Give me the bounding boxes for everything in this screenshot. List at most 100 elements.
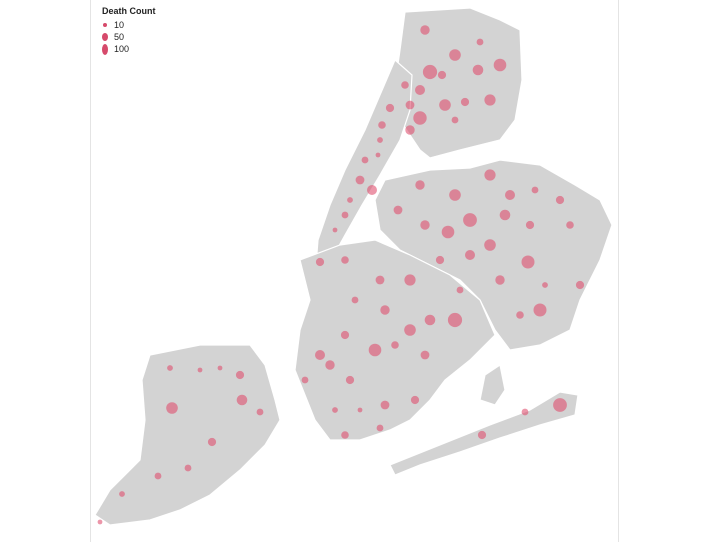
death-count-bubble	[375, 152, 381, 158]
death-count-bubble	[368, 343, 382, 357]
death-count-bubble	[367, 185, 377, 195]
jamaica-bay-island	[479, 364, 506, 406]
death-count-bubble	[97, 519, 103, 525]
death-count-bubble	[375, 275, 385, 285]
death-count-bubble	[119, 491, 125, 497]
death-count-bubble	[413, 111, 427, 125]
death-count-bubble	[377, 137, 383, 143]
death-count-bubble	[575, 280, 585, 290]
death-count-bubble	[456, 286, 464, 294]
death-count-bubble	[197, 367, 203, 373]
death-count-bubble	[533, 303, 547, 317]
death-count-bubble	[493, 58, 507, 72]
death-count-bubble	[435, 255, 445, 265]
death-count-bubble	[167, 365, 173, 371]
legend-title: Death Count	[102, 6, 156, 16]
death-count-bubble	[449, 49, 461, 61]
death-count-bubble	[484, 169, 496, 181]
death-count-bubble	[439, 99, 451, 111]
death-count-bubble	[184, 464, 192, 472]
death-count-bubble	[347, 197, 353, 203]
death-count-bubble	[401, 81, 409, 89]
legend-entry-10: 10	[102, 19, 156, 31]
legend-entry-50: 50	[102, 31, 156, 43]
death-count-bubble	[499, 209, 511, 221]
death-count-bubble	[410, 395, 420, 405]
death-count-bubble	[553, 398, 567, 412]
left-frame-line	[90, 0, 91, 542]
death-count-bubble	[341, 256, 349, 264]
death-count-bubble	[217, 365, 223, 371]
right-frame-line	[618, 0, 619, 542]
death-count-bubble	[447, 312, 463, 328]
death-count-bubble	[484, 239, 496, 251]
death-count-bubble	[385, 103, 395, 113]
death-count-bubble	[391, 341, 399, 349]
death-count-bubble	[235, 370, 245, 380]
death-count-bubble	[420, 25, 430, 35]
death-count-bubble	[415, 85, 425, 95]
death-count-bubble	[332, 227, 338, 233]
death-count-bubble	[154, 472, 162, 480]
death-count-bubble	[405, 125, 415, 135]
borough-bronx	[394, 7, 523, 159]
death-count-bubble	[357, 407, 363, 413]
death-count-bubble	[376, 424, 384, 432]
death-count-bubble	[405, 100, 415, 110]
death-count-bubble	[437, 70, 447, 80]
death-count-bubble	[441, 225, 455, 239]
death-count-bubble	[449, 189, 461, 201]
death-count-bubble	[315, 257, 325, 267]
death-count-bubble	[351, 296, 359, 304]
death-count-bubble	[505, 190, 515, 200]
death-count-bubble	[516, 311, 524, 319]
death-count-bubble	[236, 394, 248, 406]
death-count-bubble	[521, 408, 529, 416]
legend-swatch	[102, 43, 108, 55]
death-count-bubble	[315, 350, 325, 360]
death-count-bubble	[404, 274, 416, 286]
death-count-bubble	[525, 220, 535, 230]
death-count-bubble	[393, 205, 403, 215]
death-count-bubble	[345, 375, 355, 385]
death-count-bubble	[207, 437, 217, 447]
death-count-bubble	[256, 408, 264, 416]
death-count-bubble	[166, 402, 178, 414]
death-count-bubble	[378, 121, 386, 129]
death-count-bubble	[484, 94, 496, 106]
legend: Death Count 10 50 100	[102, 6, 156, 55]
death-count-bubble	[361, 156, 369, 164]
death-count-bubble	[355, 175, 365, 185]
death-count-bubble	[566, 221, 574, 229]
death-count-bubble	[463, 213, 477, 227]
death-count-bubble	[521, 255, 535, 269]
death-count-bubble	[460, 97, 470, 107]
death-count-bubble	[472, 64, 484, 76]
death-count-bubble	[380, 305, 390, 315]
death-count-bubble	[477, 430, 487, 440]
borough-brooklyn	[294, 239, 496, 441]
borough-staten-island	[94, 344, 281, 526]
death-count-bubble	[325, 360, 335, 370]
death-count-bubble	[301, 376, 309, 384]
death-count-bubble	[495, 275, 505, 285]
death-count-bubble	[451, 116, 459, 124]
legend-swatch	[102, 33, 108, 41]
death-count-bubble	[415, 180, 425, 190]
death-count-bubble	[465, 250, 475, 260]
death-count-bubble	[340, 330, 350, 340]
death-count-bubble	[422, 64, 438, 80]
death-count-bubble	[341, 211, 349, 219]
death-count-bubble	[404, 324, 416, 336]
death-count-bubble	[380, 400, 390, 410]
legend-entry-100: 100	[102, 43, 156, 55]
death-count-bubble	[332, 407, 338, 413]
death-count-bubble	[476, 38, 484, 46]
death-count-bubble	[420, 350, 430, 360]
death-count-bubble	[555, 195, 565, 205]
death-count-bubble	[341, 431, 349, 439]
death-count-bubble	[531, 186, 539, 194]
death-count-bubble	[542, 282, 548, 288]
legend-swatch	[103, 23, 107, 27]
